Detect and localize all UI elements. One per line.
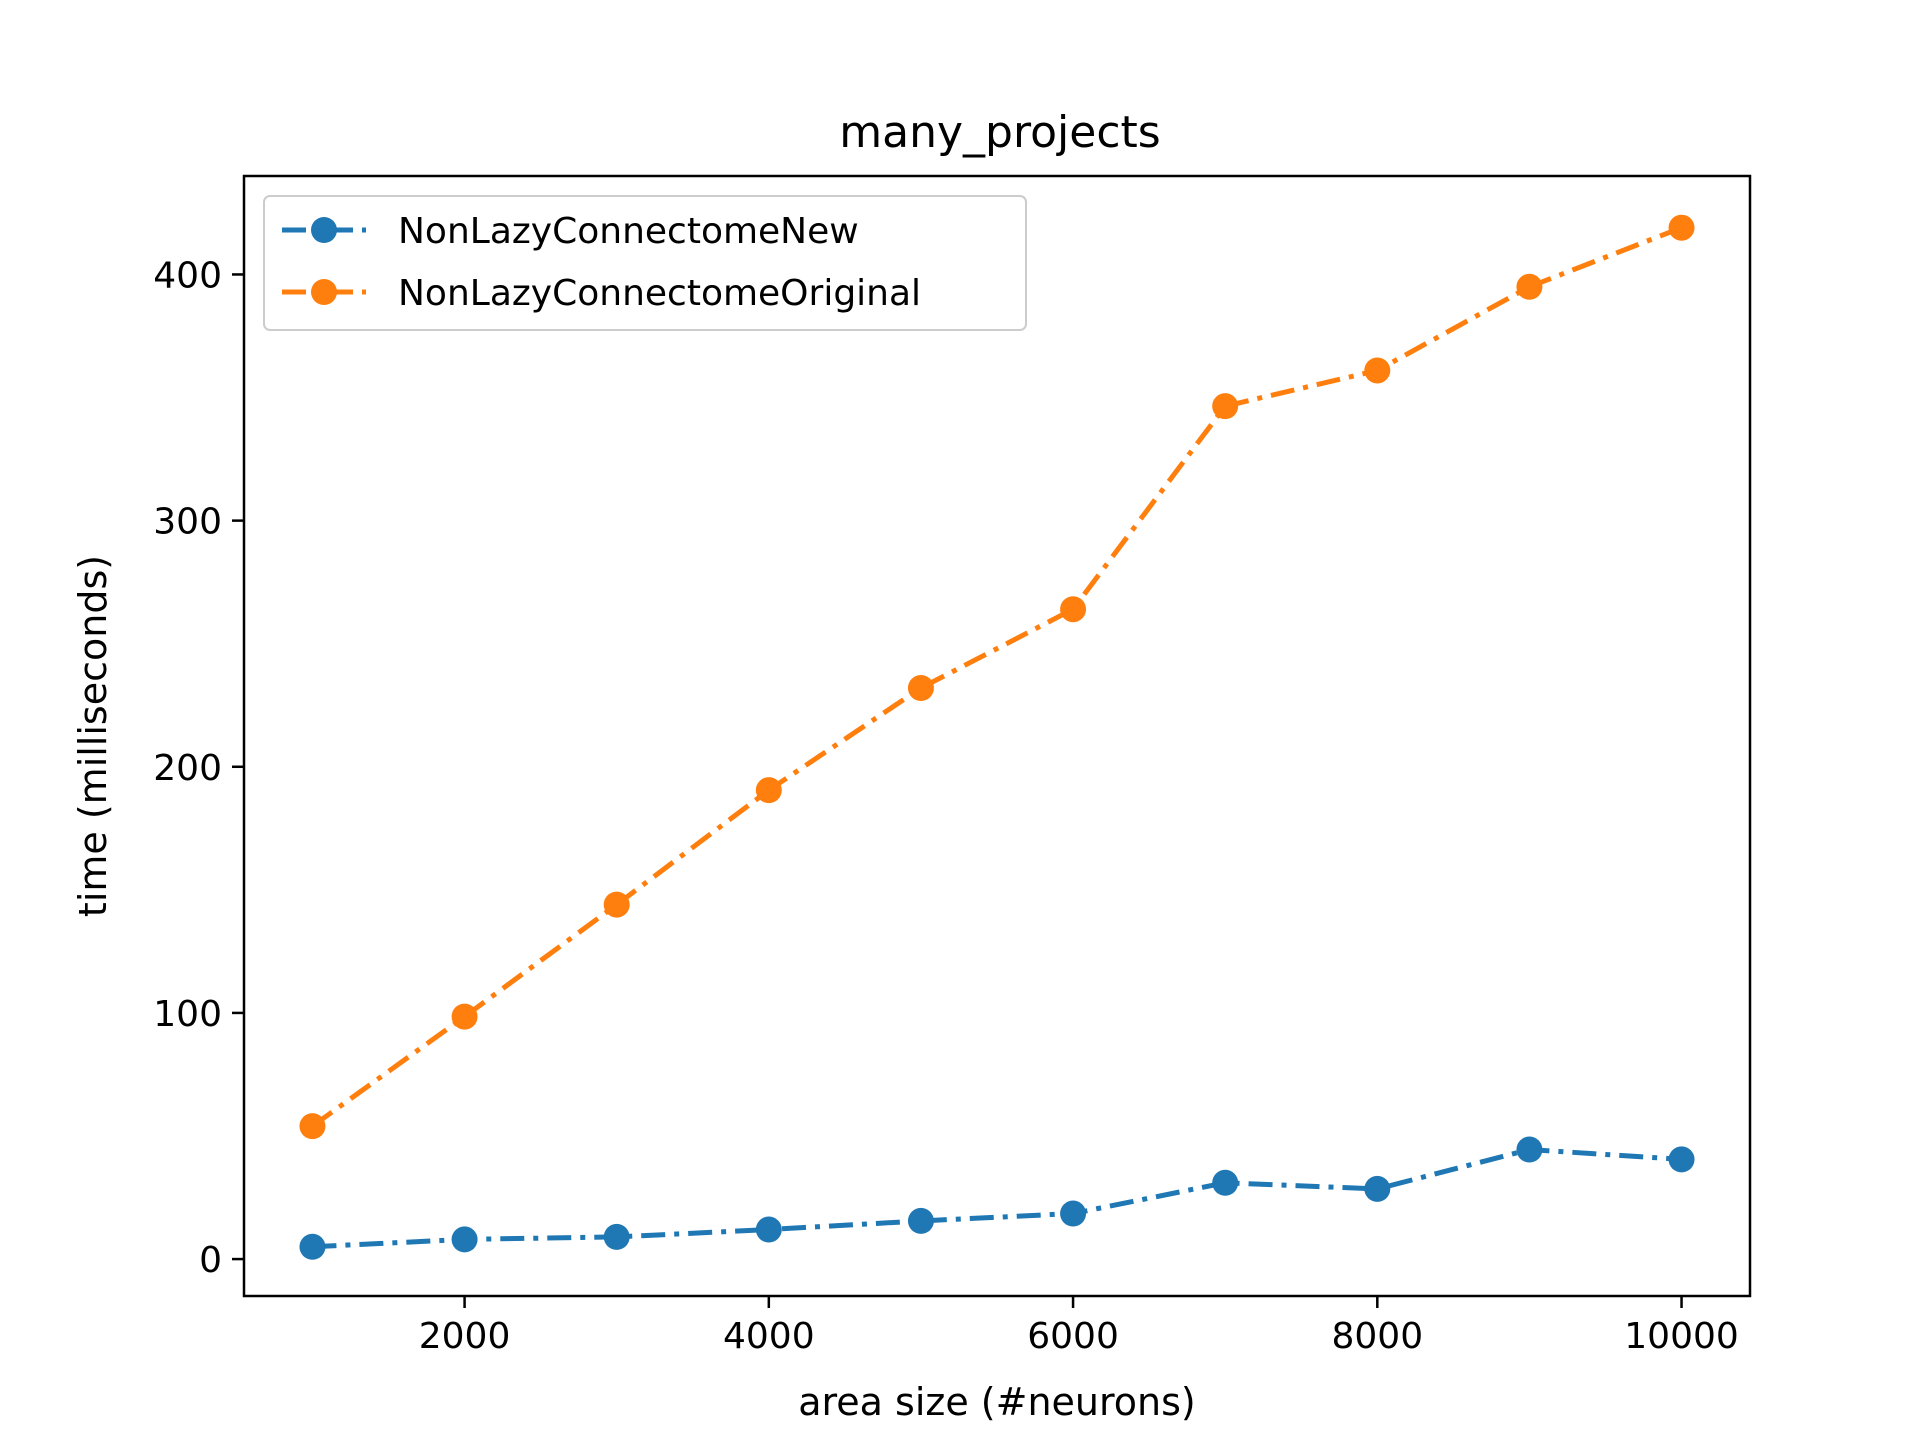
data-point (1212, 393, 1239, 420)
data-point (907, 675, 934, 701)
legend: NonLazyConnectomeNew NonLazyConnectomeOri… (263, 195, 1027, 331)
series-NonLazyConnectomeOriginal (299, 214, 1695, 1140)
series-line (312, 1147, 1682, 1250)
data-point (1364, 357, 1391, 384)
legend-entry: NonLazyConnectomeOriginal (282, 273, 921, 314)
x-tick-label: 6000 (1027, 1316, 1119, 1357)
legend-entry: NonLazyConnectomeNew (282, 211, 859, 252)
series-layer (299, 214, 1695, 1260)
data-point (451, 1226, 478, 1253)
legend-label: NonLazyConnectomeOriginal (398, 273, 921, 314)
chart-title: many_projects (839, 107, 1160, 158)
data-point (1060, 596, 1087, 623)
data-point (603, 1223, 630, 1250)
data-point (1212, 1169, 1239, 1196)
data-point (1668, 214, 1695, 241)
data-point (1668, 1146, 1695, 1173)
x-axis: 2000 4000 6000 8000 10000 (419, 1296, 1739, 1357)
data-point (755, 777, 782, 804)
data-point (1516, 273, 1543, 300)
data-point (603, 891, 630, 918)
x-tick-label: 4000 (723, 1316, 815, 1357)
y-tick-label: 400 (153, 255, 222, 296)
y-axis-label: time (milliseconds) (71, 555, 115, 917)
y-axis: 0 100 200 300 400 (153, 255, 244, 1281)
legend-box (263, 195, 1027, 331)
data-point (1364, 1175, 1391, 1202)
y-tick-label: 200 (153, 748, 222, 789)
data-point (299, 1113, 326, 1140)
plot-frame (242, 174, 1752, 1298)
data-point (451, 1003, 478, 1030)
y-tick-label: 300 (153, 502, 222, 543)
data-point (907, 1207, 934, 1234)
x-tick-label: 8000 (1331, 1316, 1423, 1357)
x-axis-label: area size (#neurons) (798, 1380, 1196, 1424)
x-tick-label: 10000 (1624, 1316, 1739, 1357)
data-point (755, 1216, 782, 1243)
x-tick-label: 2000 (419, 1316, 511, 1357)
series-NonLazyConnectomeNew (299, 1136, 1695, 1260)
legend-marker-swatch (311, 217, 337, 243)
y-tick-label: 100 (153, 994, 222, 1035)
series-line (310, 225, 1683, 1129)
data-point (299, 1233, 326, 1260)
legend-marker-swatch (311, 279, 337, 305)
data-point (1516, 1136, 1543, 1163)
data-point (1060, 1200, 1087, 1227)
y-tick-label: 0 (199, 1240, 222, 1281)
legend-label: NonLazyConnectomeNew (398, 211, 859, 252)
